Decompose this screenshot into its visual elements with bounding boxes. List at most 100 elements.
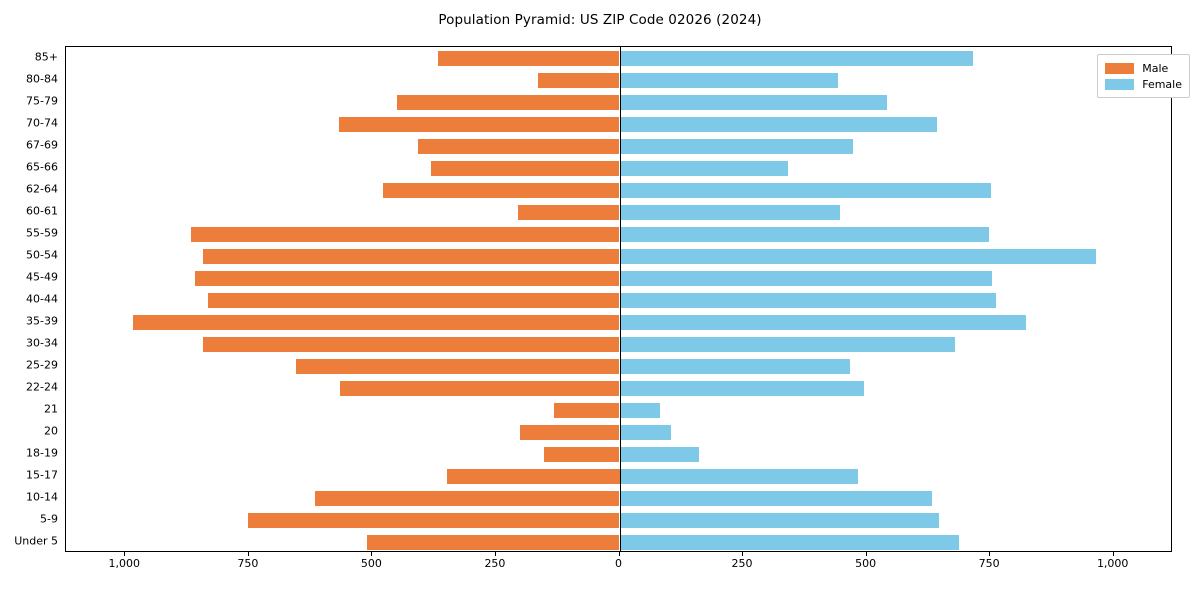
bar-male-10-14 — [315, 490, 620, 506]
bar-female-22-24 — [619, 380, 864, 396]
x-tick-mark — [494, 552, 497, 556]
legend-swatch-female — [1105, 78, 1135, 90]
legend: Male Female — [1097, 54, 1190, 98]
bar-female-15-17 — [619, 468, 858, 484]
bar-male-18-19 — [544, 446, 620, 462]
bar-female-45-49 — [619, 270, 993, 286]
y-axis-label-5-9: 5-9 — [40, 512, 58, 526]
bar-female-75-79 — [619, 94, 887, 110]
x-axis-label-6: 500 — [855, 557, 877, 570]
bar-female-70-74 — [619, 116, 937, 132]
y-axis-label-80-84: 80-84 — [26, 72, 58, 86]
bar-female-18-19 — [619, 446, 700, 462]
y-axis-label-67-69: 67-69 — [26, 138, 58, 152]
bar-female-20 — [619, 424, 671, 440]
bar-female-5-9 — [619, 512, 939, 528]
bar-female-55-59 — [619, 226, 990, 242]
bar-male-20 — [520, 424, 620, 440]
y-axis-label-70-74: 70-74 — [26, 116, 58, 130]
bars-container — [66, 47, 1171, 551]
y-axis-label-55-59: 55-59 — [26, 226, 58, 240]
y-axis-label-75-79: 75-79 — [26, 94, 58, 108]
bar-female-67-69 — [619, 138, 853, 154]
legend-item-male: Male — [1105, 60, 1182, 76]
bar-female-50-54 — [619, 248, 1096, 264]
x-axis-tick-labels: 1,000 750 500 250 0 250 500 750 1,000 — [65, 558, 1172, 576]
y-axis-label-50-54: 50-54 — [26, 248, 58, 262]
bar-male-55-59 — [190, 226, 620, 242]
y-axis-tick-labels: 85+ 80-84 75-79 70-74 67-69 65-66 62-64 60-61 55… — [0, 46, 58, 552]
x-axis-label-1: 750 — [237, 557, 259, 570]
y-axis-label-22-24: 22-24 — [26, 380, 58, 394]
bar-male-65-66 — [430, 160, 620, 176]
bar-male-40-44 — [207, 292, 620, 308]
bar-male-22-24 — [340, 380, 620, 396]
y-axis-label-65-66: 65-66 — [26, 160, 58, 174]
y-axis-label-under-5: Under 5 — [14, 534, 58, 548]
y-axis-label-62-64: 62-64 — [26, 182, 58, 196]
y-axis-label-15-17: 15-17 — [26, 468, 58, 482]
legend-swatch-male — [1105, 62, 1135, 74]
bar-male-60-61 — [518, 204, 620, 220]
chart-title: Population Pyramid: US ZIP Code 02026 (2… — [438, 12, 762, 28]
x-axis-label-8: 1,000 — [1096, 557, 1129, 570]
bar-male-25-29 — [296, 358, 620, 374]
x-axis-tick-marks — [65, 552, 1172, 557]
bar-male-70-74 — [339, 116, 620, 132]
legend-item-female: Female — [1105, 76, 1182, 92]
legend-label-male: Male — [1142, 61, 1169, 75]
y-axis-label-10-14: 10-14 — [26, 490, 58, 504]
x-axis-label-4: 0 — [615, 557, 622, 570]
bar-male-80-84 — [537, 72, 620, 88]
x-tick-mark — [989, 552, 991, 556]
bar-male-30-34 — [202, 336, 620, 352]
bar-female-60-61 — [619, 204, 841, 220]
zero-axis-line — [619, 47, 621, 551]
x-tick-mark — [618, 552, 620, 556]
bar-male-75-79 — [396, 94, 620, 110]
y-axis-label-25-29: 25-29 — [26, 358, 58, 372]
x-axis-label-7: 750 — [978, 557, 1000, 570]
y-axis-label-45-49: 45-49 — [26, 270, 58, 284]
plot-area — [65, 46, 1172, 552]
x-tick-mark — [742, 552, 744, 556]
bar-female-85- — [619, 50, 973, 66]
bar-male-5-9 — [247, 512, 620, 528]
bar-male-35-39 — [133, 314, 620, 330]
y-axis-label-60-61: 60-61 — [26, 204, 58, 218]
x-tick-mark — [865, 552, 867, 556]
bar-female-10-14 — [619, 490, 932, 506]
bar-male-45-49 — [195, 270, 620, 286]
bar-male-21 — [554, 402, 620, 418]
x-axis-label-5: 250 — [731, 557, 753, 570]
bar-female-62-64 — [619, 182, 992, 198]
bar-male-under-5 — [367, 534, 620, 550]
bar-female-25-29 — [619, 358, 850, 374]
x-tick-mark — [247, 552, 249, 556]
x-axis-label-0: 1,000 — [108, 557, 141, 570]
bar-female-40-44 — [619, 292, 997, 308]
bar-male-67-69 — [417, 138, 620, 154]
y-axis-label-35-39: 35-39 — [26, 314, 58, 328]
bar-male-62-64 — [383, 182, 620, 198]
legend-label-female: Female — [1142, 77, 1182, 91]
y-axis-label-21: 21 — [44, 402, 58, 416]
y-axis-label-40-44: 40-44 — [26, 292, 58, 306]
bar-female-under-5 — [619, 534, 959, 550]
x-axis-label-3: 250 — [484, 557, 506, 570]
bar-female-80-84 — [619, 72, 839, 88]
bar-male-15-17 — [446, 468, 620, 484]
bar-female-35-39 — [619, 314, 1027, 330]
y-axis-label-30-34: 30-34 — [26, 336, 58, 350]
y-axis-label-85-: 85+ — [34, 50, 58, 64]
bar-male-85- — [437, 50, 620, 66]
x-tick-mark — [124, 552, 126, 556]
bar-female-65-66 — [619, 160, 788, 176]
bar-female-30-34 — [619, 336, 956, 352]
y-axis-label-18-19: 18-19 — [26, 446, 58, 460]
x-tick-mark — [371, 552, 373, 556]
bar-female-21 — [619, 402, 660, 418]
x-axis-label-2: 500 — [360, 557, 382, 570]
y-axis-label-20: 20 — [44, 424, 58, 438]
